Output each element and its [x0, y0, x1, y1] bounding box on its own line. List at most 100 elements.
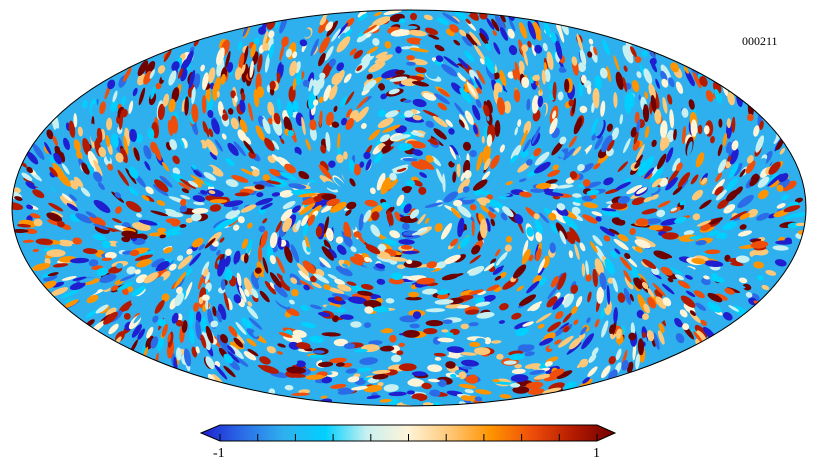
map-speckle-blob — [131, 285, 146, 297]
map-speckle-blob — [378, 83, 385, 91]
map-speckle-blob — [655, 78, 660, 89]
map-speckle-blob — [252, 104, 260, 116]
map-speckle-blob — [510, 374, 529, 383]
map-speckle-blob — [462, 186, 470, 193]
map-speckle-blob — [441, 329, 449, 333]
map-speckle-blob — [325, 111, 334, 126]
map-speckle-blob — [523, 120, 532, 135]
map-speckle-blob — [172, 173, 185, 184]
map-speckle-blob — [576, 33, 584, 52]
map-speckle-blob — [69, 281, 86, 291]
map-speckle-blob — [421, 382, 432, 390]
map-speckle-blob — [12, 201, 24, 211]
map-speckle-blob — [695, 302, 707, 311]
map-id-label: 000211 — [742, 34, 778, 48]
map-speckle-blob — [553, 328, 564, 337]
map-speckle-blob — [692, 213, 701, 221]
map-speckle-blob — [485, 43, 491, 51]
map-speckle-blob — [185, 267, 193, 277]
map-speckle-blob — [609, 324, 615, 335]
map-speckle-blob — [534, 151, 550, 166]
map-speckle-blob — [310, 38, 319, 57]
map-speckle-blob — [193, 169, 203, 178]
map-speckle-blob — [179, 205, 188, 213]
map-speckle-blob — [549, 368, 565, 378]
map-speckle-blob — [689, 77, 695, 87]
map-speckle-blob — [343, 221, 352, 241]
map-speckle-blob — [649, 58, 657, 66]
mollweide-map — [12, 10, 806, 406]
map-speckle-blob — [61, 193, 73, 202]
map-speckle-blob — [243, 252, 249, 264]
map-speckle-blob — [492, 30, 497, 36]
map-speckle-blob — [473, 124, 478, 135]
map-speckle-blob — [490, 218, 496, 227]
map-speckle-blob — [299, 39, 308, 47]
map-speckle-blob — [51, 210, 64, 218]
map-speckle-blob — [638, 164, 650, 177]
map-speckle-blob — [672, 157, 681, 172]
map-speckle-blob — [728, 305, 740, 312]
map-speckle-blob — [365, 244, 381, 255]
map-speckle-blob — [783, 205, 801, 213]
map-speckle-blob — [195, 346, 200, 354]
map-speckle-blob — [701, 177, 708, 185]
map-speckle-blob — [492, 265, 505, 275]
map-speckle-blob — [200, 64, 205, 72]
map-speckle-blob — [606, 66, 612, 82]
map-speckle-blob — [471, 245, 481, 255]
map-speckle-blob — [171, 87, 180, 103]
map-speckle-blob — [499, 43, 508, 52]
map-speckle-blob — [514, 61, 521, 81]
map-speckle-blob — [275, 220, 283, 233]
map-speckle-blob — [665, 147, 674, 163]
map-speckle-blob — [52, 263, 69, 268]
map-speckle-blob — [535, 312, 552, 324]
map-speckle-blob — [599, 168, 606, 173]
map-speckle-blob — [57, 171, 71, 187]
map-speckle-blob — [573, 117, 583, 135]
map-speckle-blob — [63, 299, 79, 309]
map-speckle-blob — [750, 240, 769, 249]
map-speckle-blob — [516, 285, 524, 292]
map-speckle-blob — [243, 277, 254, 295]
map-speckle-blob — [514, 126, 519, 136]
map-speckle-blob — [619, 114, 624, 125]
map-speckle-blob — [292, 51, 298, 59]
map-speckle-blob — [703, 125, 710, 135]
map-speckle-blob — [538, 70, 542, 90]
map-speckle-blob — [527, 40, 532, 48]
map-speckle-blob — [475, 98, 482, 108]
map-speckle-blob — [272, 140, 280, 150]
map-speckle-blob — [423, 109, 439, 118]
map-speckle-blob — [203, 172, 217, 181]
map-speckle-blob — [336, 154, 344, 164]
map-speckle-blob — [307, 214, 316, 226]
map-speckle-blob — [238, 52, 245, 71]
map-speckle-blob — [311, 282, 322, 289]
map-speckle-blob — [137, 60, 149, 76]
map-speckle-blob — [219, 237, 225, 243]
map-speckle-blob — [315, 225, 323, 238]
map-speckle-blob — [341, 167, 352, 185]
map-speckle-blob — [715, 172, 723, 183]
map-speckle-blob — [699, 199, 712, 210]
map-speckle-blob — [641, 261, 649, 268]
map-speckle-blob — [398, 342, 405, 348]
map-speckle-blob — [183, 348, 192, 367]
map-speckle-blob — [246, 239, 253, 255]
map-speckle-blob — [588, 38, 594, 45]
map-speckle-blob — [532, 21, 542, 41]
map-speckle-blob — [50, 287, 69, 297]
map-speckle-blob — [450, 207, 462, 219]
map-speckle-blob — [486, 17, 495, 30]
map-speckle-blob — [233, 224, 240, 231]
map-speckle-blob — [337, 284, 352, 292]
map-speckle-blob — [358, 213, 364, 231]
map-speckle-blob — [54, 128, 61, 136]
map-speckle-blob — [479, 218, 488, 239]
map-speckle-blob — [46, 129, 54, 140]
map-speckle-blob — [126, 286, 134, 293]
map-speckle-blob — [507, 28, 515, 39]
